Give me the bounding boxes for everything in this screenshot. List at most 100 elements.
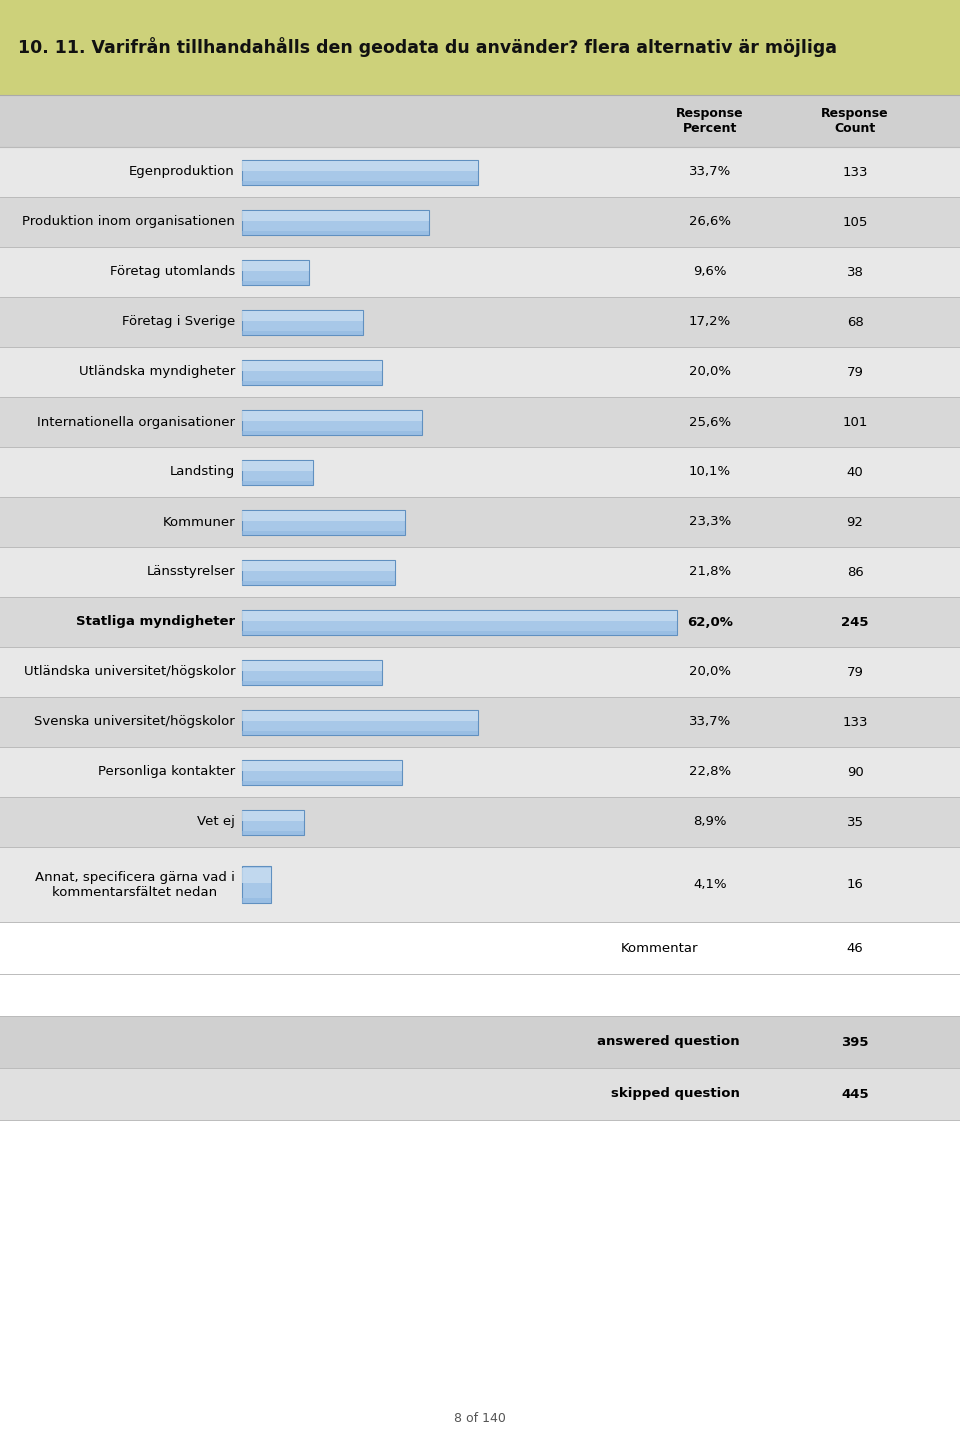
- Bar: [242, 609, 677, 635]
- Text: Kommentar: Kommentar: [621, 941, 699, 954]
- Bar: [242, 612, 677, 620]
- Bar: [242, 459, 313, 485]
- Text: 35: 35: [847, 815, 863, 828]
- Text: Vet ej: Vet ej: [197, 815, 235, 828]
- Text: Statliga myndigheter: Statliga myndigheter: [76, 616, 235, 629]
- Bar: [242, 211, 428, 221]
- Bar: [242, 160, 478, 185]
- Bar: [242, 411, 421, 421]
- Text: Produktion inom organisationen: Produktion inom organisationen: [22, 215, 235, 228]
- Text: 46: 46: [847, 941, 863, 954]
- Text: Internationella organisationer: Internationella organisationer: [37, 416, 235, 429]
- Bar: [242, 361, 382, 371]
- Text: 92: 92: [847, 515, 863, 528]
- Text: 10,1%: 10,1%: [689, 466, 732, 479]
- Text: Landsting: Landsting: [170, 466, 235, 479]
- Bar: [242, 431, 421, 434]
- Bar: [242, 659, 382, 684]
- Bar: [242, 781, 402, 785]
- Text: 26,6%: 26,6%: [689, 215, 731, 228]
- Text: 20,0%: 20,0%: [689, 665, 731, 678]
- Text: 17,2%: 17,2%: [689, 316, 732, 329]
- Text: 86: 86: [847, 566, 863, 579]
- Text: 20,0%: 20,0%: [689, 365, 731, 378]
- Text: Utländska universitet/högskolor: Utländska universitet/högskolor: [23, 665, 235, 678]
- Bar: [242, 710, 478, 734]
- Bar: [0, 0, 960, 95]
- Text: Utländska myndigheter: Utländska myndigheter: [79, 365, 235, 378]
- Bar: [242, 831, 304, 834]
- Text: Response
Count: Response Count: [821, 107, 889, 136]
- Text: 23,3%: 23,3%: [689, 515, 732, 528]
- Text: 33,7%: 33,7%: [689, 166, 732, 179]
- Bar: [0, 247, 960, 297]
- Text: Företag utomlands: Företag utomlands: [109, 266, 235, 278]
- Bar: [242, 162, 478, 170]
- Bar: [0, 95, 960, 147]
- Bar: [242, 381, 382, 384]
- Bar: [242, 260, 309, 284]
- Text: answered question: answered question: [597, 1036, 740, 1049]
- Bar: [0, 1016, 960, 1068]
- Bar: [242, 281, 309, 284]
- Text: Personliga kontakter: Personliga kontakter: [98, 765, 235, 779]
- Bar: [0, 346, 960, 397]
- Bar: [0, 697, 960, 747]
- Text: 25,6%: 25,6%: [689, 416, 732, 429]
- Bar: [242, 231, 428, 235]
- Text: 62,0%: 62,0%: [687, 616, 732, 629]
- Bar: [242, 759, 402, 785]
- Bar: [242, 509, 405, 534]
- Text: 4,1%: 4,1%: [693, 877, 727, 890]
- Bar: [242, 681, 382, 684]
- Text: Response
Percent: Response Percent: [676, 107, 744, 136]
- Bar: [242, 810, 304, 834]
- Bar: [242, 261, 309, 271]
- Text: 8 of 140: 8 of 140: [454, 1411, 506, 1424]
- Text: 8,9%: 8,9%: [693, 815, 727, 828]
- Bar: [242, 359, 382, 384]
- Text: 16: 16: [847, 877, 863, 890]
- Bar: [242, 209, 428, 235]
- Bar: [0, 547, 960, 597]
- Text: Företag i Sverige: Företag i Sverige: [122, 316, 235, 329]
- Bar: [242, 481, 313, 485]
- Text: Kommuner: Kommuner: [162, 515, 235, 528]
- Bar: [0, 922, 960, 974]
- Bar: [242, 511, 405, 521]
- Bar: [0, 198, 960, 247]
- Bar: [242, 312, 363, 320]
- Bar: [242, 811, 304, 821]
- Bar: [242, 561, 395, 571]
- Bar: [0, 847, 960, 922]
- Text: Svenska universitet/högskolor: Svenska universitet/högskolor: [35, 716, 235, 729]
- Text: 22,8%: 22,8%: [689, 765, 732, 779]
- Bar: [242, 631, 677, 635]
- Bar: [0, 447, 960, 496]
- Text: 133: 133: [842, 166, 868, 179]
- Text: 9,6%: 9,6%: [693, 266, 727, 278]
- Text: 90: 90: [847, 765, 863, 779]
- Bar: [0, 747, 960, 797]
- Bar: [0, 496, 960, 547]
- Text: 133: 133: [842, 716, 868, 729]
- Text: 68: 68: [847, 316, 863, 329]
- Bar: [242, 560, 395, 584]
- Bar: [242, 730, 478, 734]
- Text: skipped question: skipped question: [612, 1088, 740, 1101]
- Text: Annat, specificera gärna vad i
kommentarsfältet nedan: Annat, specificera gärna vad i kommentar…: [36, 870, 235, 899]
- Bar: [0, 297, 960, 346]
- Bar: [242, 866, 271, 903]
- Text: 40: 40: [847, 466, 863, 479]
- Bar: [242, 711, 478, 720]
- Bar: [0, 147, 960, 198]
- Bar: [242, 462, 313, 470]
- Text: 21,8%: 21,8%: [689, 566, 732, 579]
- Text: 79: 79: [847, 365, 863, 378]
- Bar: [0, 646, 960, 697]
- Text: 79: 79: [847, 665, 863, 678]
- Bar: [242, 531, 405, 534]
- Bar: [242, 180, 478, 185]
- Bar: [0, 397, 960, 447]
- Text: 445: 445: [841, 1088, 869, 1101]
